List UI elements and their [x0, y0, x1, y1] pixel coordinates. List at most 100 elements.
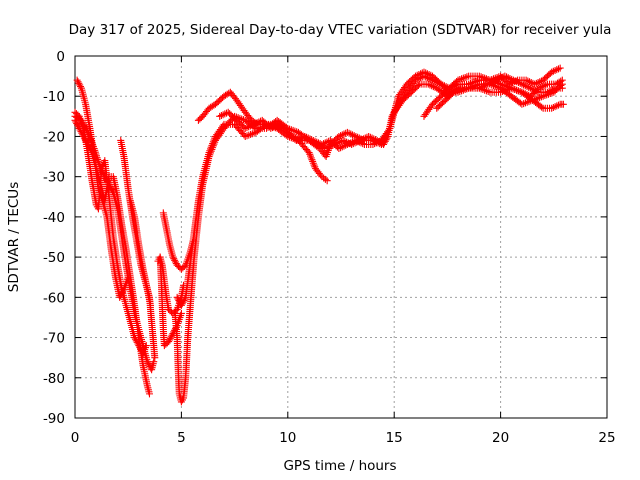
- data-point: [170, 255, 178, 263]
- data-point: [167, 333, 175, 341]
- data-point: [267, 124, 275, 132]
- data-point: [549, 67, 557, 75]
- data-point: [324, 144, 332, 152]
- data-point: [554, 101, 562, 109]
- data-point: [553, 66, 561, 74]
- data-point: [484, 80, 492, 88]
- data-point: [531, 87, 539, 95]
- data-point: [426, 81, 434, 89]
- data-point: [558, 84, 566, 92]
- data-point: [548, 104, 556, 112]
- data-point: [105, 181, 113, 189]
- data-point: [475, 72, 483, 80]
- series-track-15: [420, 72, 567, 120]
- data-point: [428, 82, 436, 90]
- data-point: [531, 80, 539, 88]
- data-point: [166, 334, 174, 342]
- y-tick-label: -90: [43, 411, 65, 427]
- data-point: [108, 186, 116, 194]
- data-point: [103, 177, 111, 185]
- data-point: [498, 81, 506, 89]
- y-tick-label: -30: [43, 170, 65, 186]
- data-point: [85, 142, 93, 150]
- data-point: [374, 138, 382, 146]
- data-point: [370, 135, 378, 143]
- data-point: [484, 88, 492, 96]
- y-tick-label: -40: [43, 210, 65, 226]
- data-point: [536, 78, 544, 86]
- data-point: [321, 175, 329, 183]
- data-point: [287, 126, 295, 134]
- data-point: [487, 79, 495, 87]
- data-point: [76, 126, 84, 134]
- data-point: [413, 71, 421, 79]
- data-point: [511, 86, 519, 94]
- data-point: [179, 298, 187, 306]
- data-point: [508, 75, 516, 83]
- data-point: [525, 83, 533, 91]
- data-point: [77, 128, 85, 136]
- data-point: [528, 85, 536, 93]
- data-point: [76, 81, 84, 89]
- data-point: [151, 354, 159, 362]
- data-point: [217, 112, 225, 120]
- data-points: [71, 64, 567, 406]
- data-point: [521, 82, 529, 90]
- data-point: [75, 124, 83, 132]
- data-point: [415, 71, 423, 79]
- y-tick-label: -70: [43, 331, 65, 347]
- data-point: [102, 174, 110, 182]
- data-point: [454, 76, 462, 84]
- data-point: [371, 140, 379, 148]
- data-point: [171, 258, 179, 266]
- data-point: [354, 137, 362, 145]
- data-point: [477, 73, 485, 81]
- data-point: [422, 69, 430, 77]
- data-point: [502, 82, 510, 90]
- data-point: [243, 124, 251, 132]
- x-tick-label: 20: [492, 430, 509, 446]
- data-point: [335, 132, 343, 140]
- data-point: [497, 80, 505, 88]
- data-point: [355, 138, 363, 146]
- data-point: [309, 136, 317, 144]
- data-point: [270, 123, 278, 131]
- y-tick-label: -60: [43, 290, 65, 306]
- data-point: [303, 133, 311, 141]
- data-point: [347, 130, 355, 138]
- data-point: [523, 83, 531, 91]
- data-point: [527, 79, 535, 87]
- data-point: [503, 73, 511, 81]
- data-point: [74, 123, 82, 131]
- data-point: [498, 88, 506, 96]
- data-point: [348, 138, 356, 146]
- data-point: [549, 103, 557, 111]
- data-point: [520, 100, 528, 108]
- data-point: [320, 174, 328, 182]
- data-point: [463, 73, 471, 81]
- data-point: [297, 134, 305, 142]
- data-point: [248, 121, 256, 129]
- data-point: [75, 79, 83, 87]
- data-point: [311, 137, 319, 145]
- data-point: [345, 129, 353, 137]
- data-point: [97, 166, 105, 174]
- data-point: [323, 177, 331, 185]
- data-point: [479, 83, 487, 91]
- data-point: [494, 75, 502, 83]
- data-point: [458, 75, 466, 83]
- data-point: [475, 84, 483, 92]
- data-point: [372, 139, 380, 147]
- data-point: [339, 136, 347, 144]
- data-point: [145, 390, 153, 398]
- data-point: [524, 77, 532, 85]
- data-point: [343, 140, 351, 148]
- data-point: [459, 74, 467, 82]
- data-point: [504, 83, 512, 91]
- data-point: [500, 81, 508, 89]
- data-point: [359, 140, 367, 148]
- data-point: [99, 169, 107, 177]
- y-tick-label: -80: [43, 371, 65, 387]
